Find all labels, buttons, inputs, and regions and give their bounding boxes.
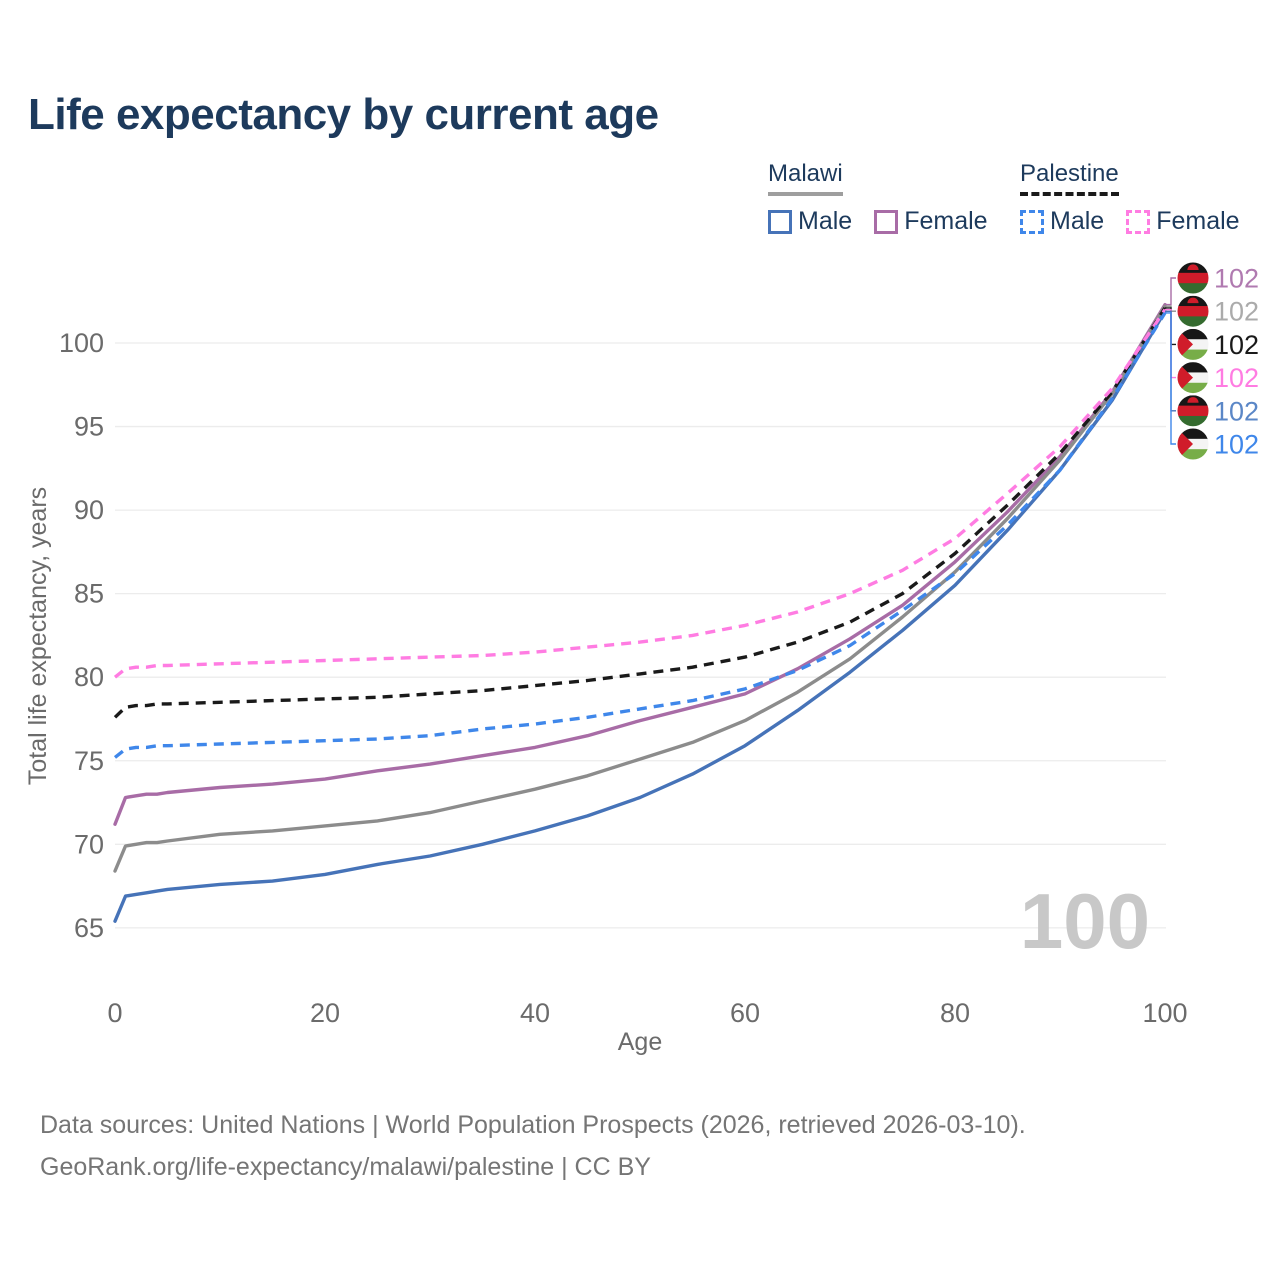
legend-group-palestine: Palestine Male Female — [1020, 160, 1256, 236]
malawi-female-swatch-icon — [874, 209, 899, 234]
end-label-value: 102 — [1214, 297, 1259, 327]
end-label-value: 102 — [1214, 396, 1259, 426]
end-label-leader — [1165, 312, 1176, 445]
gridlines — [115, 342, 1166, 929]
end-label-value: 102 — [1214, 264, 1259, 294]
y-tick-label: 65 — [74, 913, 104, 943]
malawi-male-swatch-icon — [768, 209, 792, 234]
palestine-flag-icon — [1177, 328, 1209, 360]
end-label-value: 102 — [1214, 430, 1259, 460]
malawi-flag-icon — [1177, 262, 1209, 294]
age-watermark: 100 — [1020, 877, 1150, 965]
y-tick-label: 90 — [74, 495, 104, 525]
legend-entry-malawi-female[interactable]: Female — [874, 207, 988, 236]
legend-group-malawi: Malawi Male Female — [768, 160, 1004, 236]
legend-entry-palestine-male[interactable]: Male — [1020, 207, 1104, 236]
series-line-palestine-male[interactable] — [113, 312, 1167, 759]
legend-label-malawi-female: Female — [904, 207, 988, 235]
x-tick-label: 20 — [310, 998, 340, 1028]
legend-entry-palestine-female[interactable]: Female — [1126, 207, 1240, 236]
footer-sources-line: Data sources: United Nations | World Pop… — [40, 1111, 1026, 1139]
y-axis-title: Total life expectancy, years — [24, 487, 52, 785]
palestine-flag-icon — [1177, 428, 1209, 460]
legend-label-palestine-female: Female — [1156, 207, 1240, 235]
end-label-leader — [1165, 277, 1176, 306]
series-line-palestine[interactable] — [113, 306, 1167, 719]
x-tick-label: 60 — [730, 998, 760, 1028]
page-title: Life expectancy by current age — [28, 90, 659, 139]
legend-country-malawi[interactable]: Malawi — [768, 160, 843, 196]
malawi-flag-icon — [1177, 295, 1209, 327]
malawi-flag-icon — [1177, 395, 1209, 427]
axes: 65 70 75 80 85 90 95 100 0 20 40 60 80 100 Age Total li… — [24, 328, 1188, 1056]
y-tick-label: 80 — [74, 662, 104, 692]
y-tick-label: 95 — [74, 412, 104, 442]
series-line-malawi-male[interactable] — [113, 309, 1167, 923]
x-tick-label: 40 — [520, 998, 550, 1028]
y-tick-label: 100 — [59, 328, 104, 358]
end-label-value: 102 — [1214, 330, 1259, 360]
legend-entry-malawi-male[interactable]: Male — [768, 207, 852, 236]
line-chart-canvas[interactable]: 65 70 75 80 85 90 95 100 0 20 40 60 80 100 Age Total li… — [0, 250, 1280, 1070]
series-line-malawi-female[interactable] — [113, 302, 1167, 826]
x-tick-label: 80 — [940, 998, 970, 1028]
y-tick-label: 75 — [74, 746, 104, 776]
palestine-female-swatch-icon — [1126, 209, 1151, 234]
y-tick-label: 85 — [74, 579, 104, 609]
current-age-watermark: 100 — [1020, 877, 1150, 965]
series-line-malawi[interactable] — [113, 304, 1167, 873]
y-tick-label: 70 — [74, 829, 104, 859]
series-line-palestine-female[interactable] — [113, 308, 1167, 679]
palestine-flag-icon — [1177, 362, 1209, 394]
x-axis-title: Age — [618, 1028, 662, 1056]
series-lines — [113, 302, 1167, 923]
legend-label-malawi-male: Male — [798, 207, 853, 235]
legend-label-palestine-male: Male — [1050, 207, 1105, 235]
legend-country-palestine[interactable]: Palestine — [1020, 160, 1119, 196]
x-tick-label: 0 — [107, 998, 122, 1028]
x-tick-label: 100 — [1142, 998, 1187, 1028]
end-label-value: 102 — [1214, 363, 1259, 393]
footer: Data sources: United Nations | World Pop… — [40, 1104, 1026, 1188]
palestine-male-swatch-icon — [1020, 209, 1044, 234]
footer-attribution-line: GeoRank.org/life-expectancy/malawi/pales… — [40, 1153, 651, 1181]
